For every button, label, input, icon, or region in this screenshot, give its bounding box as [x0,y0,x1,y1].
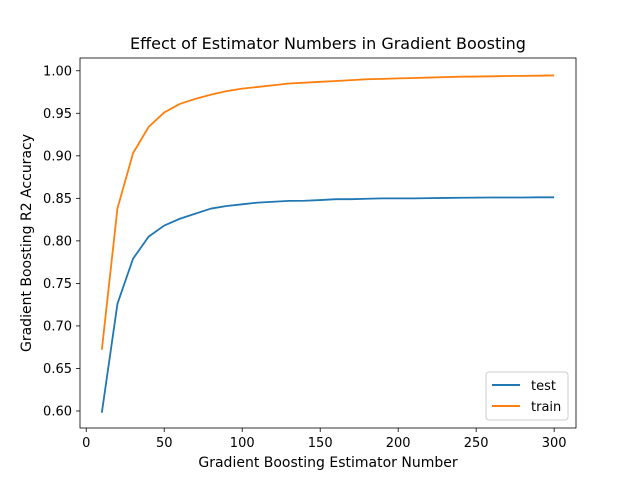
x-tick-label: 50 [156,436,173,451]
y-tick-label: 0.75 [43,277,72,292]
y-tick-label: 0.70 [43,319,72,334]
y-tick-label: 0.65 [43,362,72,377]
plot-area-frame [79,57,577,429]
y-axis-label: Gradient Boosting R2 Accuracy [19,134,35,352]
series-line-train [100,74,555,350]
y-tick-label: 0.80 [43,234,72,249]
chart-title: Effect of Estimator Numbers in Gradient … [130,34,526,53]
x-tick-label: 150 [308,436,333,451]
legend-label-test: test [531,379,556,394]
x-axis-ticks: 0 50 100 150 200 250 300 [82,428,567,451]
legend-label-train: train [531,400,561,415]
x-tick-label: 0 [82,436,90,451]
x-axis-label: Gradient Boosting Estimator Number [198,455,457,471]
y-tick-label: 0.95 [43,107,72,122]
series-line-test [100,196,555,413]
y-axis-ticks: 0.60 0.65 0.70 0.75 0.80 0.85 0.90 0.95 1.00 [43,64,80,419]
x-tick-label: 200 [386,436,411,451]
y-tick-label: 0.90 [43,149,72,164]
y-tick-label: 1.00 [43,64,72,79]
series-lines [100,74,555,413]
x-tick-label: 100 [230,436,255,451]
x-tick-label: 300 [542,436,567,451]
y-tick-label: 0.85 [43,192,72,207]
legend: test train [485,371,569,421]
x-tick-label: 250 [464,436,489,451]
y-tick-label: 0.60 [43,404,72,419]
